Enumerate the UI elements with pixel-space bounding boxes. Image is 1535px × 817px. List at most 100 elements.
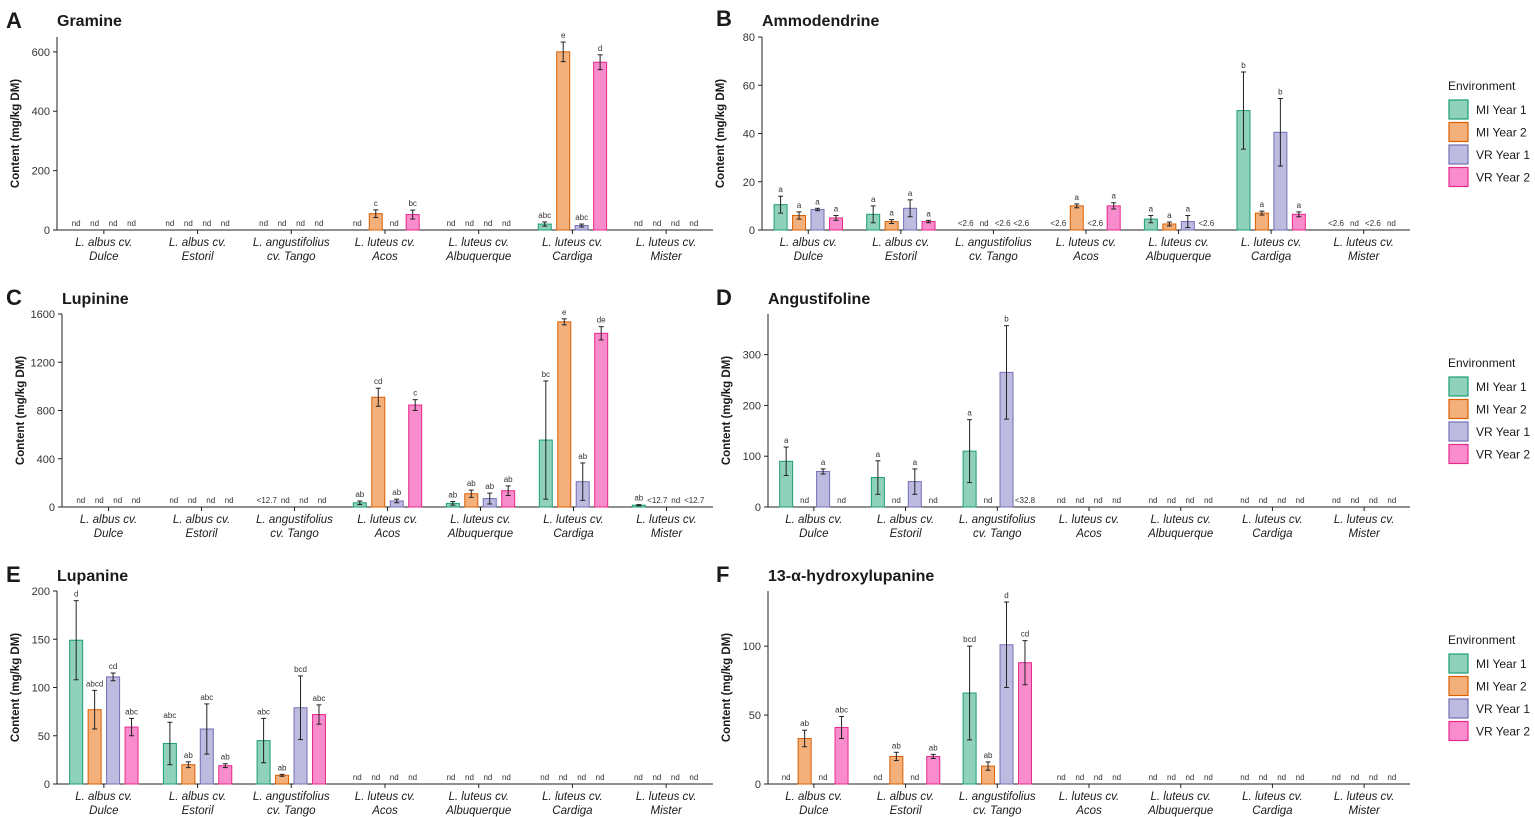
x-tick-label-line2: Acos bbox=[371, 251, 398, 263]
bar-annotation: nd bbox=[259, 219, 268, 228]
legend-item-label: MI Year 1 bbox=[1476, 103, 1527, 117]
y-tick-label: 1200 bbox=[31, 357, 55, 369]
bar-annotation: ab bbox=[929, 743, 938, 752]
panel-letter: D bbox=[716, 285, 732, 310]
bar bbox=[1069, 205, 1084, 231]
bar-annotation: ab bbox=[892, 741, 901, 750]
bar-annotation: nd bbox=[671, 496, 680, 505]
x-tick-label-line1: L. luteus cv. bbox=[1148, 237, 1209, 249]
x-tick-label-line1: L. luteus cv. bbox=[1334, 791, 1395, 803]
x-tick-label-line2: cv. Tango bbox=[270, 528, 319, 540]
bar-annotation: abc bbox=[313, 694, 326, 703]
bar-annotation: nd bbox=[559, 773, 568, 782]
bar-annotation: a bbox=[967, 409, 972, 418]
y-tick-label: 200 bbox=[32, 166, 50, 178]
bar-annotation: nd bbox=[1350, 219, 1359, 228]
bar-annotation: nd bbox=[353, 773, 362, 782]
bar-annotation: nd bbox=[1332, 773, 1341, 782]
x-tick-label-line1: L. albus cv. bbox=[75, 791, 132, 803]
y-tick-label: 50 bbox=[38, 731, 50, 743]
x-tick-label-line2: Cardiga bbox=[553, 528, 593, 540]
bar-annotation: nd bbox=[1167, 496, 1176, 505]
y-tick-label: 60 bbox=[743, 80, 755, 92]
x-tick-label-line1: L. albus cv. bbox=[780, 237, 837, 249]
bar-annotation: nd bbox=[184, 219, 193, 228]
x-tick-label-line2: Dulce bbox=[89, 251, 118, 263]
bar-annotation: <2.6 bbox=[1087, 219, 1103, 228]
bar-annotation: nd bbox=[113, 496, 122, 505]
x-tick-label-line1: L. luteus cv. bbox=[1333, 237, 1394, 249]
bar-annotation: b bbox=[1278, 88, 1283, 97]
bar-annotation: nd bbox=[281, 496, 290, 505]
y-tick-label: 600 bbox=[32, 47, 50, 59]
x-tick-label-line1: L. luteus cv. bbox=[636, 237, 697, 249]
legend-item-label: VR Year 1 bbox=[1476, 702, 1530, 716]
legend-item-label: MI Year 2 bbox=[1476, 403, 1527, 417]
x-tick-label-line1: L. luteus cv. bbox=[1334, 514, 1395, 526]
bar-annotation: nd bbox=[318, 496, 327, 505]
y-axis-label: Content (mg/kg DM) bbox=[15, 356, 27, 465]
panel-a: A Gramine 0 200 400 600 Content (mg/kg DM) L. a… bbox=[6, 8, 713, 263]
bar-annotation: a bbox=[913, 458, 918, 467]
bar-annotation: nd bbox=[353, 219, 362, 228]
bar-annotation: nd bbox=[502, 773, 511, 782]
bar-annotation: <2.6 bbox=[1365, 219, 1381, 228]
y-tick-label: 100 bbox=[743, 451, 761, 463]
x-tick-label-line2: Dulce bbox=[94, 528, 123, 540]
panel-letter: F bbox=[716, 562, 729, 587]
bar-annotation: nd bbox=[837, 496, 846, 505]
x-tick-label-line1: L. luteus cv. bbox=[636, 791, 697, 803]
legend-swatch bbox=[1448, 421, 1469, 442]
bar-annotation: d bbox=[1004, 591, 1008, 600]
bar-annotation: nd bbox=[188, 496, 197, 505]
y-tick-label: 0 bbox=[755, 502, 761, 514]
x-tick-label-line1: L. luteus cv. bbox=[1059, 791, 1120, 803]
y-tick-label: 0 bbox=[44, 225, 50, 237]
bar-annotation: cd bbox=[109, 662, 117, 671]
panel-letter: A bbox=[6, 8, 22, 33]
bar-annotation: a bbox=[1297, 201, 1302, 210]
bar-annotation: nd bbox=[984, 496, 993, 505]
x-tick-label-line2: Acos bbox=[1075, 528, 1102, 540]
bar-annotation: b bbox=[1004, 315, 1009, 324]
legend-title: Environment bbox=[1448, 356, 1516, 370]
bar-annotation: <2.6 bbox=[1013, 219, 1029, 228]
bar-annotation: <2.6 bbox=[1198, 219, 1214, 228]
bar-annotation: nd bbox=[132, 496, 141, 505]
legend-swatch bbox=[1448, 443, 1469, 465]
bar-annotation: nd bbox=[1094, 496, 1103, 505]
bar-annotation: nd bbox=[1057, 773, 1066, 782]
bar-annotation: nd bbox=[1259, 496, 1268, 505]
bar-annotation: nd bbox=[1332, 496, 1341, 505]
legend: Environment MI Year 1 MI Year 2 VR Year 1 VR… bbox=[1448, 356, 1530, 465]
legend-item-label: VR Year 1 bbox=[1476, 148, 1530, 162]
bar-annotation: b bbox=[1241, 61, 1246, 70]
x-tick-label-line2: Estoril bbox=[890, 528, 922, 540]
y-tick-label: 80 bbox=[743, 32, 755, 44]
y-axis-label: Content (mg/kg DM) bbox=[10, 79, 22, 188]
legend-swatch bbox=[1448, 653, 1469, 674]
x-tick-label-line2: Estoril bbox=[890, 805, 922, 817]
bar-annotation: ab bbox=[278, 763, 287, 772]
bar-annotation: nd bbox=[1259, 773, 1268, 782]
bar-annotation: nd bbox=[371, 773, 380, 782]
y-tick-label: 200 bbox=[743, 400, 761, 412]
x-tick-label-line2: Albuquerque bbox=[445, 805, 511, 817]
bar-annotation: nd bbox=[202, 219, 211, 228]
legend-item-label: MI Year 2 bbox=[1476, 680, 1527, 694]
bar-annotation: nd bbox=[1369, 496, 1378, 505]
x-tick-label-line2: cv. Tango bbox=[267, 251, 316, 263]
bar-annotation: c bbox=[374, 199, 378, 208]
y-tick-label: 400 bbox=[37, 454, 55, 466]
bar-annotation: nd bbox=[1350, 496, 1359, 505]
y-tick-label: 300 bbox=[743, 350, 761, 362]
panel-letter: E bbox=[6, 562, 21, 587]
x-tick-label-line2: cv. Tango bbox=[973, 805, 1022, 817]
bar bbox=[218, 765, 233, 785]
x-tick-label-line2: Dulce bbox=[89, 805, 118, 817]
y-tick-label: 0 bbox=[44, 779, 50, 791]
y-tick-label: 1600 bbox=[31, 309, 55, 321]
bar bbox=[810, 208, 825, 231]
x-tick-label-line1: L. albus cv. bbox=[75, 237, 132, 249]
x-tick-label-line2: Albuquerque bbox=[447, 528, 513, 540]
